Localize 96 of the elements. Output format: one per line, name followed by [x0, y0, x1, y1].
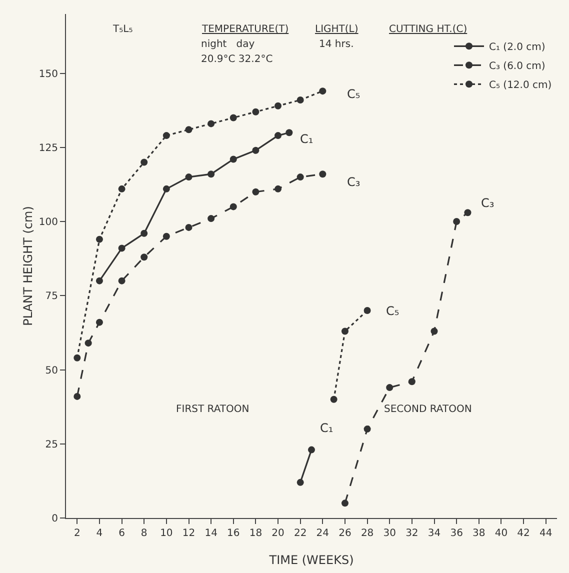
point — [286, 129, 293, 136]
annotation: C₅ — [386, 304, 400, 318]
annotation: C₁ — [300, 132, 314, 146]
y-tick-label: 0 — [52, 514, 58, 524]
point — [296, 96, 304, 104]
point — [230, 203, 237, 210]
point — [162, 232, 170, 240]
x-tick-label: 40 — [494, 528, 508, 539]
point — [230, 114, 237, 122]
legend-label: C₅ (12.0 cm) — [489, 80, 552, 92]
x-tick-label: 24 — [316, 528, 330, 539]
point — [319, 88, 326, 95]
point — [430, 328, 438, 335]
annotation: 14 hrs. — [319, 39, 354, 50]
x-tick-label: 44 — [539, 528, 552, 539]
x-tick-label: 20 — [272, 528, 284, 539]
point — [386, 384, 394, 392]
x-tick-label: 38 — [472, 528, 486, 539]
point — [274, 185, 282, 192]
point — [296, 174, 304, 181]
point — [408, 378, 416, 386]
point — [96, 277, 103, 284]
point — [185, 174, 192, 181]
point — [96, 236, 103, 243]
point — [140, 230, 148, 237]
annotation: night day — [201, 39, 255, 50]
annotation: C₃ — [481, 196, 494, 210]
point — [208, 215, 215, 222]
x-axis-title: TIME (WEEKS) — [268, 553, 354, 567]
annotation: C₁ — [320, 421, 334, 435]
point — [453, 218, 460, 226]
x-tick-label: 8 — [140, 528, 148, 539]
point — [341, 500, 348, 507]
point — [185, 126, 192, 134]
annotation: SECOND RATOON — [384, 404, 472, 415]
y-tick-label: 150 — [38, 68, 58, 80]
annotation: C₅ — [347, 87, 360, 101]
point — [252, 146, 260, 154]
point — [341, 328, 348, 335]
annotation: 20.9°C 32.2°C — [201, 54, 273, 65]
point — [364, 306, 371, 314]
x-tick-label: 14 — [204, 528, 218, 539]
point — [252, 108, 260, 116]
point — [84, 340, 92, 347]
point — [118, 185, 126, 192]
point — [308, 446, 315, 454]
x-tick-label: 10 — [160, 528, 173, 539]
point — [74, 392, 81, 400]
y-axis-title: PLANT HEIGHT (cm) — [21, 206, 35, 326]
point — [319, 170, 326, 178]
x-tick-label: 12 — [182, 528, 196, 539]
point — [364, 426, 371, 433]
x-tick-label: 34 — [428, 528, 441, 539]
point — [118, 277, 126, 284]
point — [464, 209, 472, 216]
x-tick-label: 6 — [118, 528, 125, 539]
point — [162, 185, 170, 192]
annotation: LIGHT(L) — [315, 24, 358, 35]
point — [208, 120, 215, 128]
point — [96, 318, 103, 326]
point — [74, 354, 81, 362]
x-tick-label: 42 — [517, 528, 530, 539]
annotation: TEMPERATURE(T) — [201, 24, 289, 35]
point — [185, 224, 192, 231]
y-tick-label: 75 — [45, 291, 58, 302]
x-tick-label: 16 — [227, 528, 240, 539]
annotation: T₅L₅ — [112, 24, 133, 35]
point — [118, 244, 126, 252]
y-tick-label: 125 — [38, 142, 58, 154]
point — [162, 132, 170, 140]
point — [140, 158, 148, 166]
y-tick-label: 100 — [38, 217, 58, 228]
x-tick-label: 32 — [406, 528, 418, 539]
point — [274, 102, 282, 110]
point — [140, 254, 148, 261]
x-tick-label: 4 — [96, 528, 103, 539]
point — [330, 396, 338, 403]
x-tick-label: 22 — [294, 528, 307, 539]
y-tick-label: 25 — [45, 439, 58, 450]
x-tick-label: 30 — [383, 528, 396, 539]
point — [296, 478, 304, 486]
legend-label: C₃ (6.0 cm) — [489, 61, 546, 72]
annotation: C₃ — [347, 175, 360, 189]
point — [252, 188, 260, 196]
x-tick-label: 36 — [450, 528, 463, 539]
y-tick-label: 50 — [45, 365, 58, 376]
point — [208, 170, 215, 178]
x-tick-label: 2 — [74, 528, 80, 539]
point — [274, 132, 282, 140]
x-tick-label: 28 — [360, 528, 374, 539]
annotation: FIRST RATOON — [176, 404, 250, 415]
annotation: CUTTING HT.(C) — [389, 24, 468, 35]
x-tick-label: 26 — [338, 528, 352, 539]
legend-label: C₁ (2.0 cm) — [489, 42, 546, 54]
x-tick-label: 18 — [249, 528, 262, 539]
point — [230, 156, 237, 163]
